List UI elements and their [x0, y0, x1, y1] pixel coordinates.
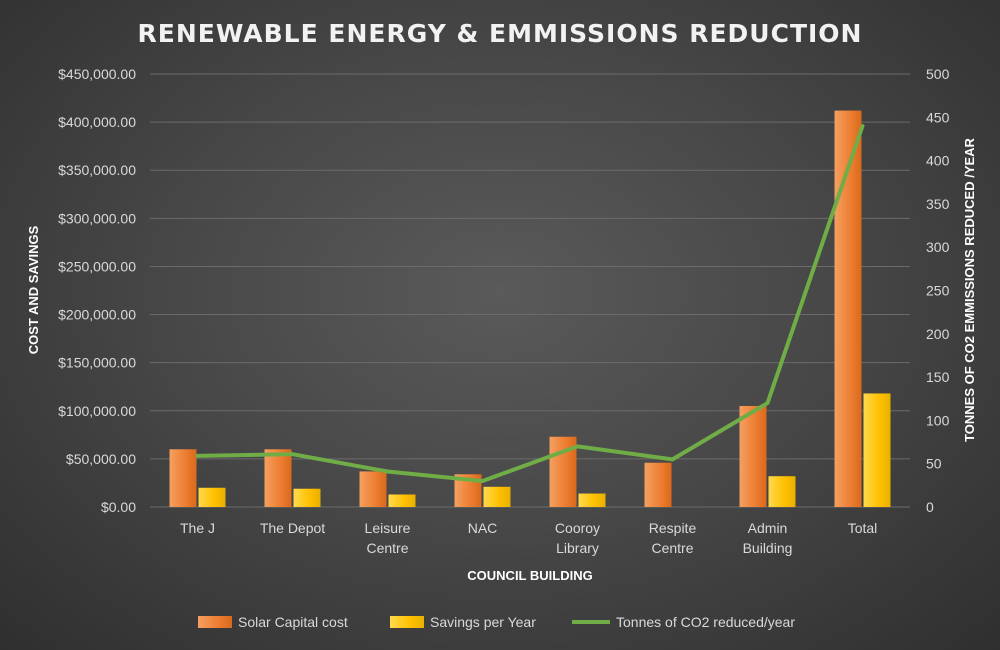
x-tick-label: Cooroy Library [555, 520, 600, 556]
x-tick-label: Leisure Centre [365, 520, 411, 556]
bar-savings-per-year [198, 487, 226, 507]
y2-tick-label: 450 [926, 109, 950, 125]
y2-tick-label: 350 [926, 196, 950, 212]
y-tick-label: $450,000.00 [58, 66, 136, 82]
y-tick-label: $200,000.00 [58, 307, 136, 323]
bar-savings-per-year [388, 494, 416, 507]
y-tick-label: $300,000.00 [58, 210, 136, 226]
y2-tick-label: 0 [926, 499, 934, 515]
bar-savings-per-year [293, 488, 321, 507]
bar-solar-capital-cost [739, 405, 767, 507]
y-tick-label: $0.00 [101, 499, 136, 515]
legend-swatch-bar [390, 616, 424, 628]
y2-tick-label: 300 [926, 239, 950, 255]
bar-savings-per-year [578, 493, 606, 507]
bar-savings-per-year [483, 486, 511, 507]
co2-line [195, 123, 865, 484]
bars [169, 110, 891, 507]
x-tick-label: The J [180, 520, 215, 536]
bar-solar-capital-cost [834, 110, 862, 507]
bar-solar-capital-cost [644, 462, 672, 507]
x-axis-title: COUNCIL BUILDING [467, 568, 592, 583]
bar-savings-per-year [863, 393, 891, 507]
y2-tick-label: 400 [926, 153, 950, 169]
bar-solar-capital-cost [359, 471, 387, 507]
x-tick-label: Admin Building [743, 520, 793, 556]
x-tick-label: The Depot [260, 520, 325, 536]
y2-axis-title: TONNES OF CO2 EMMISSIONS REDUCED /YEAR [962, 137, 977, 441]
y2-tick-label: 250 [926, 283, 950, 299]
y-tick-label: $50,000.00 [66, 451, 136, 467]
y-axis-ticks: $0.00 $50,000.00 $100,000.00 $150,000.00 $20… [58, 66, 136, 515]
legend-swatch-bar [198, 616, 232, 628]
y-tick-label: $250,000.00 [58, 258, 136, 274]
legend-label: Tonnes of CO2 reduced/year [616, 614, 795, 630]
x-tick-label: Total [848, 520, 878, 536]
y-tick-label: $100,000.00 [58, 403, 136, 419]
y-axis-title: COST AND SAVINGS [26, 225, 41, 354]
legend: Solar Capital cost Savings per Year Tonnes… [198, 614, 795, 630]
legend-label: Solar Capital cost [238, 614, 348, 630]
y2-tick-label: 200 [926, 326, 950, 342]
legend-label: Savings per Year [430, 614, 536, 630]
bar-solar-capital-cost [169, 449, 197, 507]
bar-solar-capital-cost [264, 449, 292, 507]
chart-title: RENEWABLE ENERGY & EMMISSIONS REDUCTION [138, 19, 863, 48]
y2-tick-label: 500 [926, 66, 950, 82]
y2-tick-label: 100 [926, 412, 950, 428]
x-tick-label: Respite Centre [649, 520, 697, 556]
y-tick-label: $400,000.00 [58, 114, 136, 130]
x-tick-label: NAC [468, 520, 498, 536]
bar-savings-per-year [768, 476, 796, 507]
y-tick-label: $350,000.00 [58, 162, 136, 178]
y-tick-label: $150,000.00 [58, 355, 136, 371]
y2-axis-ticks: 0 50 100 150 200 250 300 350 400 450 500 [926, 66, 950, 515]
y2-tick-label: 150 [926, 369, 950, 385]
x-axis-ticks: The J The Depot Leisure Centre NAC Cooroy Libr… [180, 520, 877, 556]
y2-tick-label: 50 [926, 456, 942, 472]
co2-line-path [195, 123, 865, 484]
gridlines [150, 73, 910, 508]
